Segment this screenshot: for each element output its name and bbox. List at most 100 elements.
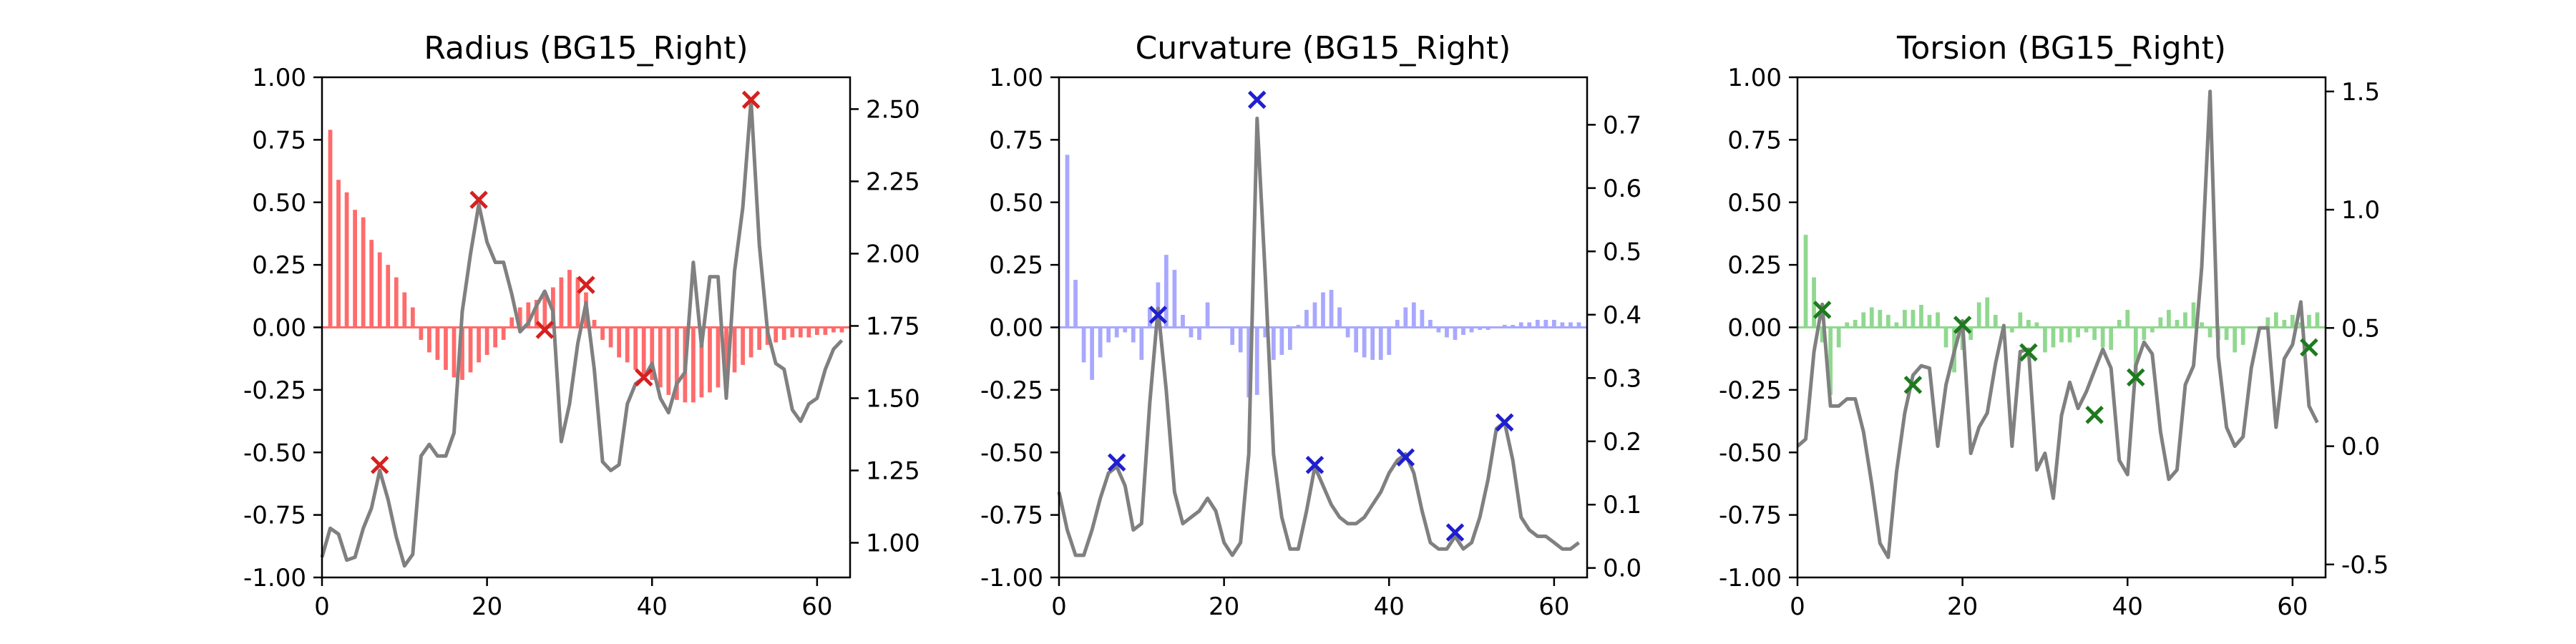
bar xyxy=(1885,315,1890,328)
series-line xyxy=(1796,89,2319,560)
bar xyxy=(1395,320,1400,328)
bar xyxy=(402,292,407,328)
bar xyxy=(427,327,431,353)
bar xyxy=(1387,327,1392,355)
left-tick-label: 0.75 xyxy=(1727,126,1782,155)
left-tick-label: -1.00 xyxy=(980,564,1043,592)
bar xyxy=(1894,322,1899,328)
bar xyxy=(748,327,753,358)
bar xyxy=(2125,310,2130,328)
bar xyxy=(1420,310,1425,328)
left-tick-label: -1.00 xyxy=(243,564,306,592)
bar xyxy=(674,327,679,400)
left-tick-label: 0.00 xyxy=(1727,314,1782,343)
bar xyxy=(708,327,712,393)
peak-marker xyxy=(1953,316,1972,334)
bar xyxy=(1803,235,1808,328)
bar xyxy=(1246,327,1252,398)
bar xyxy=(2158,317,2163,328)
bar xyxy=(2224,327,2229,340)
bar xyxy=(1378,327,1383,360)
bar xyxy=(419,327,424,340)
right-tick-label: 2.25 xyxy=(866,167,920,196)
bar xyxy=(444,327,448,370)
left-tick-label: -0.25 xyxy=(243,376,306,405)
bar xyxy=(1279,327,1284,355)
right-tick-label: 0.4 xyxy=(1603,301,1641,330)
bar xyxy=(1976,302,1981,328)
bar xyxy=(452,327,457,378)
bar xyxy=(641,327,646,378)
bar xyxy=(1238,327,1243,353)
bar xyxy=(2026,320,2031,328)
bar xyxy=(1321,292,1325,328)
bar xyxy=(1205,302,1210,328)
bar xyxy=(1090,327,1095,380)
x-tick-label: 40 xyxy=(2112,592,2143,621)
series-line xyxy=(320,98,844,568)
left-tick-label: -1.00 xyxy=(1719,564,1782,592)
right-tick-label: 1.0 xyxy=(2341,196,2380,225)
bar xyxy=(1820,327,1825,343)
peak-marker xyxy=(2127,368,2145,387)
bar xyxy=(2133,327,2138,378)
bar xyxy=(2043,327,2047,353)
bar xyxy=(1861,312,1866,328)
peak-marker xyxy=(2300,338,2318,357)
bar xyxy=(633,327,638,370)
bar xyxy=(741,327,745,365)
bar xyxy=(2307,315,2311,328)
bar xyxy=(2100,327,2105,348)
bar xyxy=(699,327,704,398)
bar xyxy=(592,320,597,328)
bar xyxy=(1828,327,1833,395)
left-tick-label: -0.25 xyxy=(980,376,1043,405)
bar xyxy=(369,240,374,328)
bar xyxy=(2034,322,2039,328)
left-tick-label: -0.75 xyxy=(980,502,1043,530)
bar xyxy=(1576,322,1581,328)
bar xyxy=(2117,320,2122,328)
right-tick-label: 2.50 xyxy=(866,95,920,124)
x-tick-label: 0 xyxy=(1790,592,1805,621)
bar xyxy=(1362,327,1367,358)
peak-marker xyxy=(1247,90,1267,109)
bar xyxy=(1296,325,1301,328)
right-tick-label: 0.6 xyxy=(1603,175,1641,203)
bar xyxy=(1445,327,1449,338)
bar xyxy=(1337,307,1342,328)
bar xyxy=(732,327,737,373)
bar xyxy=(1543,320,1548,328)
peak-marker xyxy=(2085,406,2104,424)
bar xyxy=(1345,327,1350,338)
bar xyxy=(1535,320,1540,328)
series-line xyxy=(1057,117,1581,557)
bar xyxy=(1943,327,1948,348)
bar xyxy=(2084,327,2089,333)
bar xyxy=(460,327,464,380)
x-tick-label: 20 xyxy=(1209,592,1239,621)
peak-marker xyxy=(741,90,761,109)
bar xyxy=(650,327,655,380)
bar xyxy=(691,327,696,403)
bar xyxy=(1936,312,1940,328)
peak-marker xyxy=(469,190,488,210)
bar xyxy=(600,327,605,340)
bar xyxy=(2092,327,2097,340)
bar xyxy=(394,277,399,328)
bar xyxy=(2109,327,2114,350)
bar xyxy=(1411,302,1416,328)
bar xyxy=(1304,310,1309,328)
bar xyxy=(328,130,333,328)
bar xyxy=(1968,327,1974,340)
peak-marker xyxy=(2019,343,2038,362)
left-tick-label: -0.75 xyxy=(243,502,306,530)
bar xyxy=(509,317,514,328)
bar xyxy=(1354,327,1359,353)
bar xyxy=(1287,327,1292,350)
bar xyxy=(336,180,341,328)
left-tick-label: 0.50 xyxy=(252,189,306,218)
left-tick-label: 0.00 xyxy=(252,314,306,343)
x-tick-label: 20 xyxy=(472,592,502,621)
